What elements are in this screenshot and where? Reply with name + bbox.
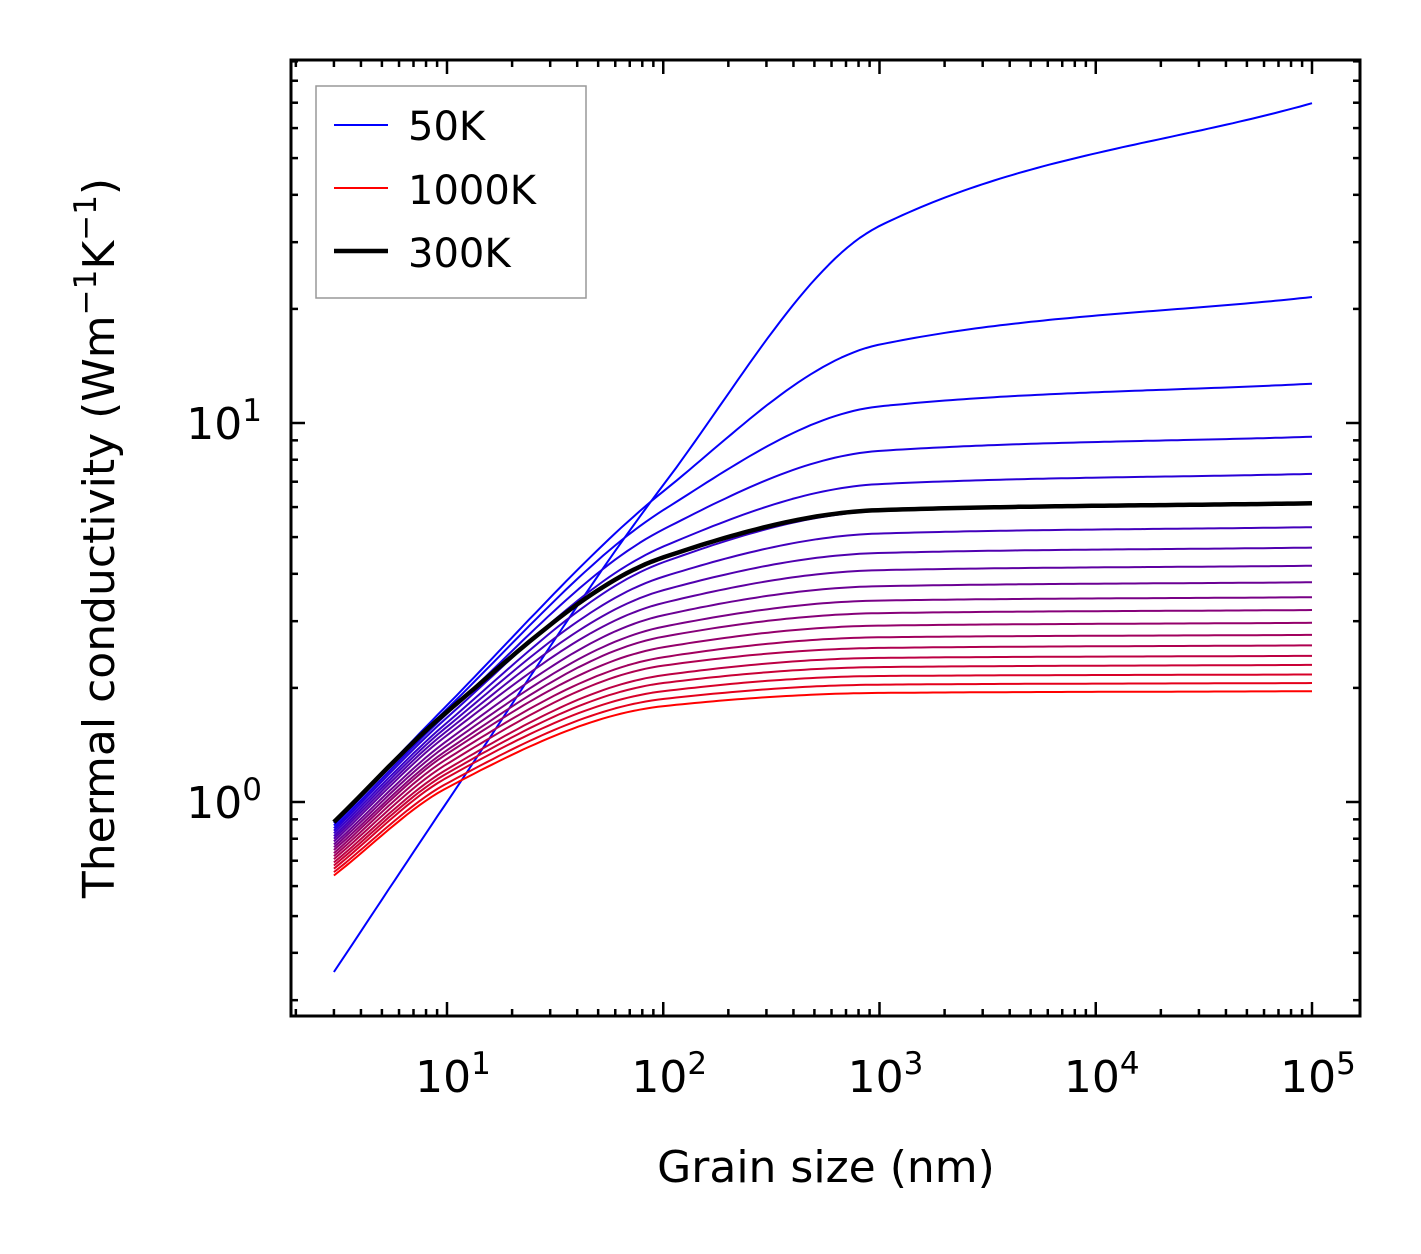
x-tick-labels: 101 102 103 104 105	[415, 1046, 1356, 1103]
series-line-700k	[333, 633, 1312, 857]
series-line-450k	[333, 564, 1312, 843]
x-tick-label: 102	[631, 1046, 707, 1103]
x-axis-label: Grain size (nm)	[657, 1142, 995, 1193]
legend-label-1000k: 1000K	[408, 168, 538, 214]
legend-label-300k: 300K	[408, 231, 512, 277]
series-line-100k	[333, 296, 1313, 824]
x-tick-label: 105	[1280, 1046, 1356, 1103]
y-tick-labels: 100 101	[186, 393, 262, 829]
series-line-350k	[333, 526, 1313, 837]
series-line-800k	[333, 654, 1312, 864]
series-line-150k	[333, 382, 1313, 827]
x-tick-label: 103	[848, 1046, 924, 1103]
x-tick-label: 104	[1064, 1046, 1140, 1103]
series-line-600k	[333, 609, 1313, 851]
y-tick-label: 100	[186, 772, 262, 829]
series-line-900k	[333, 673, 1312, 870]
y-tick-label: 101	[186, 393, 262, 450]
series-layer	[332, 102, 1313, 973]
series-line-1000k	[333, 690, 1313, 877]
series-line-400k	[333, 546, 1313, 840]
series-line-750k	[333, 644, 1312, 860]
legend: 50K 1000K 300K	[315, 85, 587, 299]
legend-label-50k: 50K	[408, 104, 487, 150]
y-axis-label: Thermal conductivity (Wm−1K−1)	[68, 178, 125, 899]
legend-box	[315, 85, 587, 299]
series-line-950k	[333, 682, 1313, 873]
x-tick-label: 101	[415, 1046, 491, 1103]
series-line-650k	[333, 621, 1313, 854]
series-line-500k	[333, 581, 1312, 846]
series-line-300k-highlight	[332, 501, 1313, 824]
series-line-550k	[333, 596, 1313, 848]
series-line-850k	[333, 663, 1312, 867]
series-line-200k	[333, 435, 1313, 829]
plot-frame	[289, 58, 1362, 1018]
